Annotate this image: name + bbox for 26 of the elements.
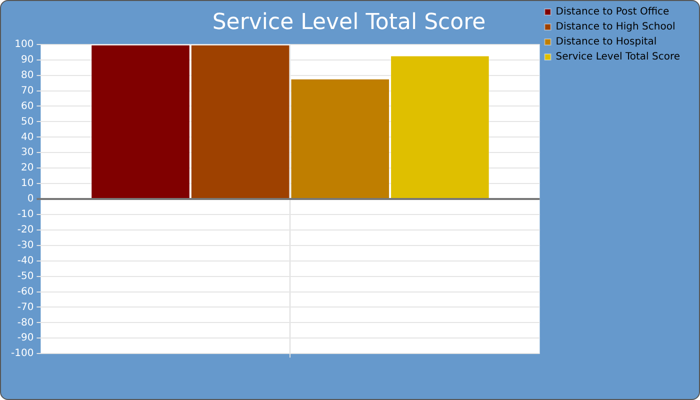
y-tick-label: -20 xyxy=(17,224,34,236)
y-tick-label: -10 xyxy=(17,209,34,220)
y-tick-label: -90 xyxy=(17,332,34,344)
y-tick-label: 60 xyxy=(20,100,34,112)
legend-label: Distance to Hospital xyxy=(556,36,657,48)
y-tick-label: 0 xyxy=(27,194,34,205)
y-tick-label: -60 xyxy=(17,286,34,298)
y-tick-label: 90 xyxy=(20,54,34,66)
y-tick-label: -50 xyxy=(17,270,34,282)
chart-title: Service Level Total Score xyxy=(212,10,486,35)
y-tick-label: 20 xyxy=(20,162,34,174)
y-tick-label: 10 xyxy=(20,178,34,190)
legend-label: Distance to High School xyxy=(556,22,676,33)
legend-label: Service Level Total Score xyxy=(556,52,680,63)
y-tick-label: -30 xyxy=(17,240,34,251)
y-tick-label: 50 xyxy=(20,116,34,128)
y-tick-label: -40 xyxy=(17,255,34,266)
y-tick-label: 30 xyxy=(20,147,34,158)
y-tick-label: 40 xyxy=(20,132,34,143)
y-tick-label: 100 xyxy=(14,38,34,50)
y-tick-label: 70 xyxy=(20,85,34,96)
y-tick-label: 80 xyxy=(20,70,34,81)
y-tick-label: -80 xyxy=(17,317,34,328)
y-tick-label: -70 xyxy=(17,302,34,313)
y-tick-label: -100 xyxy=(10,348,34,360)
legend-label: Distance to Post Office xyxy=(556,6,670,18)
